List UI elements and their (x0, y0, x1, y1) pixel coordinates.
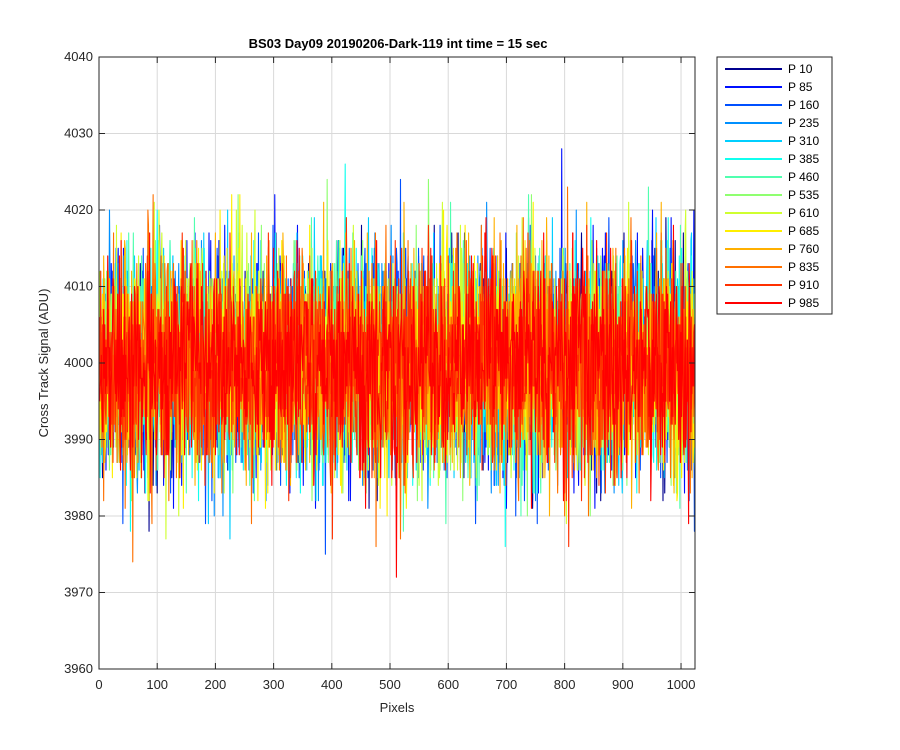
legend-entry-label: P 760 (788, 242, 819, 256)
y-tick-label: 3970 (64, 585, 93, 600)
x-tick-label: 900 (612, 677, 634, 692)
legend-entry-label: P 85 (788, 80, 813, 94)
y-tick-label: 4000 (64, 355, 93, 370)
x-tick-label: 200 (205, 677, 227, 692)
y-tick-label: 4010 (64, 279, 93, 294)
x-tick-label: 600 (437, 677, 459, 692)
legend-entry-label: P 160 (788, 98, 819, 112)
y-axis-label: Cross Track Signal (ADU) (36, 289, 51, 438)
y-tick-label: 3980 (64, 508, 93, 523)
y-tick-label: 4020 (64, 202, 93, 217)
legend-entry-label: P 235 (788, 116, 819, 130)
legend-box (716, 56, 833, 315)
x-tick-label: 1000 (667, 677, 696, 692)
y-tick-label: 3990 (64, 432, 93, 447)
legend-entry-label: P 910 (788, 278, 819, 292)
x-tick-label: 400 (321, 677, 343, 692)
chart-title: BS03 Day09 20190206-Dark-119 int time = … (249, 36, 548, 51)
legend-entry-label: P 985 (788, 296, 819, 310)
y-tick-label: 4040 (64, 49, 93, 64)
legend-entry-label: P 685 (788, 224, 819, 238)
legend-entry-label: P 10 (788, 62, 813, 76)
series-layer (99, 148, 695, 578)
legend-entry-label: P 835 (788, 260, 819, 274)
legend-entry-label: P 310 (788, 134, 819, 148)
x-tick-label: 500 (379, 677, 401, 692)
legend-entry-label: P 535 (788, 188, 819, 202)
series-line-p985 (99, 217, 695, 578)
x-tick-label: 0 (95, 677, 102, 692)
x-tick-label: 100 (146, 677, 168, 692)
y-tick-label: 3960 (64, 661, 93, 676)
axis-ticks: 0 100 200 300 400 500 600 700 800 900 1000 3960 3970… (64, 49, 695, 692)
x-tick-label: 300 (263, 677, 285, 692)
x-tick-label: 800 (554, 677, 576, 692)
legend-entry-label: P 460 (788, 170, 819, 184)
y-tick-label: 4030 (64, 126, 93, 141)
legend: P 10 P 85 P 160 P 235 P 310 P 385 P 460 P 535 P … (716, 56, 833, 315)
x-tick-label: 700 (496, 677, 518, 692)
legend-entry-label: P 385 (788, 152, 819, 166)
legend-entry-label: P 610 (788, 206, 819, 220)
x-axis-label: Pixels (380, 700, 415, 715)
